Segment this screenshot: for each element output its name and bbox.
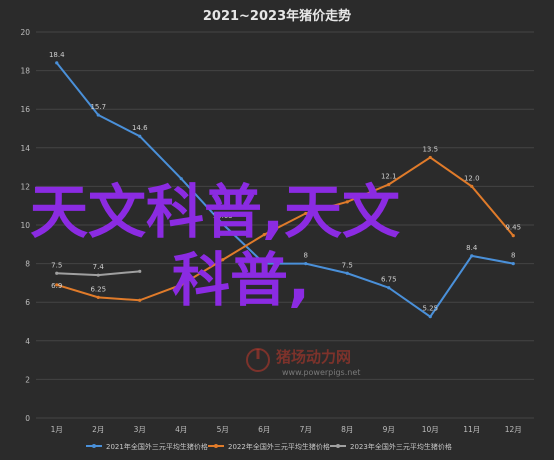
data-point <box>345 271 349 275</box>
data-point <box>262 233 266 237</box>
data-point <box>55 61 59 65</box>
y-tick-label: 4 <box>25 337 30 346</box>
data-point <box>179 283 183 287</box>
data-label: 7.5 <box>51 261 62 269</box>
power-logo-bar <box>256 349 260 359</box>
data-point <box>221 258 225 262</box>
watermark-name: 猪场动力网 <box>275 348 351 366</box>
x-axis: 1月 2月 3月 4月 5月 6月 7月 8月 9月 10月 11月 12月 <box>51 425 522 434</box>
watermark-url: www.powerpigs.net <box>282 368 360 377</box>
data-point <box>96 273 100 277</box>
data-label: 6.9 <box>51 282 62 290</box>
data-point <box>470 184 474 188</box>
series-layer <box>55 61 515 319</box>
data-label: 6.75 <box>381 276 397 284</box>
x-tick-label: 3月 <box>134 425 146 434</box>
data-point <box>387 286 391 290</box>
x-tick-label: 5月 <box>217 425 229 434</box>
overlay-text-line2: 科普, <box>172 246 310 314</box>
data-point <box>345 200 349 204</box>
data-point <box>304 211 308 216</box>
data-label: 18.4 <box>49 51 65 59</box>
data-point <box>428 155 432 160</box>
data-label: 8 <box>304 252 308 260</box>
x-tick-label: 11月 <box>463 425 480 434</box>
x-tick-label: 10月 <box>422 425 439 434</box>
data-label: 5.25 <box>422 305 438 313</box>
y-tick-label: 2 <box>25 375 30 384</box>
data-point <box>179 177 183 181</box>
data-point <box>511 234 515 238</box>
data-point <box>138 134 142 138</box>
y-tick-label: 18 <box>20 67 30 76</box>
data-point <box>304 262 308 266</box>
data-point <box>96 295 100 299</box>
legend-label: 2021年全国外三元平均生猪价格 <box>106 442 208 451</box>
legend-marker <box>92 444 96 448</box>
x-tick-label: 8月 <box>341 425 353 434</box>
x-tick-label: 7月 <box>300 425 312 434</box>
y-tick-label: 16 <box>20 105 30 114</box>
series-line <box>56 156 515 302</box>
legend-label: 2023年全国外三元平均生猪价格 <box>350 442 452 451</box>
legend: 2021年全国外三元平均生猪价格 2022年全国外三元平均生猪价格 2023年全国外… <box>86 442 452 451</box>
data-label: 8 <box>511 252 515 260</box>
data-point <box>511 262 515 266</box>
data-point <box>55 271 59 275</box>
y-tick-label: 12 <box>20 182 30 191</box>
data-label: 12.1 <box>381 172 397 180</box>
data-point <box>387 182 391 187</box>
x-tick-label: 4月 <box>175 425 187 434</box>
x-tick-label: 6月 <box>258 425 270 434</box>
watermark: 猪场动力网 www.powerpigs.net <box>246 348 360 377</box>
data-label-layer: 18.4 15.7 14.6 8 7.5 6.75 5.25 8.4 8 6.25 12.1 13.5… <box>49 51 521 313</box>
data-point <box>55 283 59 287</box>
y-tick-label: 10 <box>20 221 30 230</box>
data-label: 15.7 <box>90 103 106 111</box>
data-point <box>96 113 100 117</box>
data-point <box>138 298 142 302</box>
data-point <box>428 315 432 319</box>
x-tick-label: 1月 <box>51 425 63 434</box>
data-label: 9.45 <box>505 224 521 232</box>
data-label: 13.5 <box>422 145 438 153</box>
x-tick-label: 9月 <box>383 425 395 434</box>
data-label: 10.05 <box>213 212 233 220</box>
data-label: 14.6 <box>132 124 148 132</box>
x-tick-label: 12月 <box>505 425 522 434</box>
series-line <box>55 62 514 319</box>
legend-label: 2022年全国外三元平均生猪价格 <box>228 442 330 451</box>
data-point <box>138 269 142 273</box>
y-tick-label: 0 <box>25 414 30 423</box>
data-label: 8 <box>269 250 273 258</box>
data-label: 6.25 <box>90 285 106 293</box>
y-axis: 0 2 4 6 8 10 12 14 16 18 20 <box>20 28 30 423</box>
data-label: 8.4 <box>466 244 478 252</box>
y-tick-label: 8 <box>25 260 30 269</box>
data-point <box>221 222 225 226</box>
data-label: 7.4 <box>93 263 105 271</box>
legend-marker <box>336 444 340 448</box>
x-tick-label: 2月 <box>92 425 104 434</box>
y-tick-label: 14 <box>20 144 30 153</box>
data-point <box>262 262 266 266</box>
overlay-text-line1: 天文科普,天文 <box>30 178 400 246</box>
data-label: 7.5 <box>342 261 353 269</box>
data-point <box>470 254 474 258</box>
annotation-layer: 6.9 10.05 8 <box>51 212 273 290</box>
y-tick-label: 6 <box>25 298 30 307</box>
legend-marker <box>214 444 218 448</box>
y-tick-label: 20 <box>20 28 30 37</box>
data-label: 12.0 <box>464 174 480 182</box>
chart-title: 2021~2023年猪价走势 <box>203 8 351 24</box>
